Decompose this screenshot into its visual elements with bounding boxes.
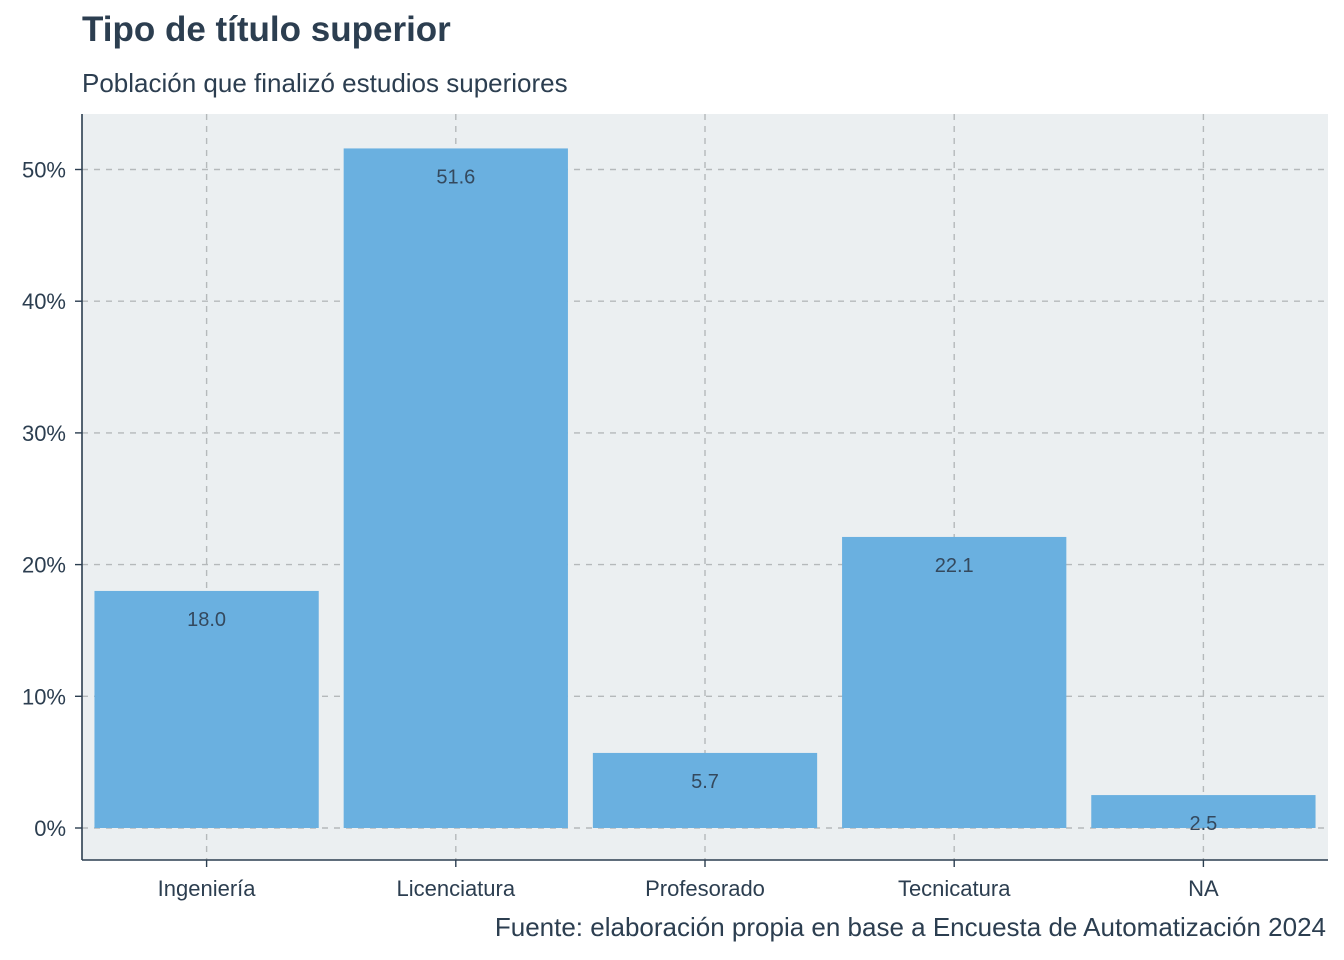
x-tick-label-0: Ingeniería [158, 876, 257, 901]
bar-4 [1091, 795, 1316, 828]
bar-0 [94, 590, 319, 828]
chart-subtitle: Población que finalizó estudios superior… [82, 68, 568, 98]
y-tick-label: 20% [22, 553, 66, 578]
bar-2 [592, 752, 818, 828]
bars [94, 148, 1316, 829]
x-tick-label-2: Profesorado [645, 876, 765, 901]
data-label-4: 2.5 [1189, 813, 1217, 835]
y-tick-label: 40% [22, 289, 66, 314]
data-label-2: 5.7 [691, 771, 719, 793]
chart-title: Tipo de título superior [82, 10, 451, 49]
data-label-1: 51.6 [436, 166, 475, 188]
chart-caption: Fuente: elaboración propia en base a Enc… [494, 912, 1326, 942]
y-tick-label: 0% [34, 816, 66, 841]
y-tick-label: 10% [22, 684, 66, 709]
data-label-3: 22.1 [935, 555, 974, 577]
bar-1 [343, 148, 568, 829]
y-tick-label: 50% [22, 158, 66, 183]
labels: 0% 10% 20% 30% 40% 50% 18.0 Ingeniería 51.6 Licen… [22, 158, 1219, 902]
x-tick-label-3: Tecnicatura [898, 876, 1011, 901]
data-label-0: 18.0 [187, 609, 226, 631]
bar-3 [842, 536, 1067, 828]
x-tick-label-4: NA [1188, 876, 1219, 901]
y-tick-label: 30% [22, 421, 66, 446]
axes [75, 114, 1328, 867]
x-tick-label-1: Licenciatura [396, 876, 515, 901]
